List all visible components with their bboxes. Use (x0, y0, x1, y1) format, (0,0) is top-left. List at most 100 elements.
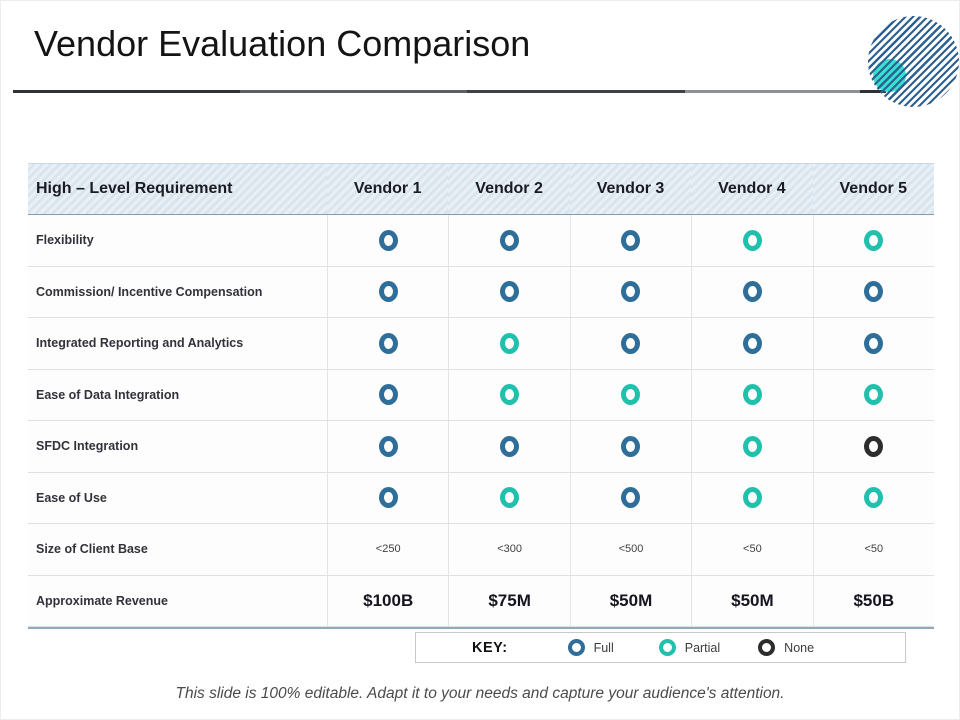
rating-full-icon (378, 281, 398, 303)
rating-cell (569, 215, 692, 267)
row-label: Commission/ Incentive Compensation (28, 266, 327, 318)
value-cell: $50M (691, 575, 813, 627)
value-cell: <50 (812, 524, 934, 576)
rating-full-icon (621, 487, 641, 509)
rating-partial-icon (742, 487, 762, 509)
rating-partial-icon (500, 487, 520, 509)
legend-item-label: None (784, 640, 815, 655)
column-header-vendor: Vendor 4 (691, 163, 813, 215)
rating-cell (812, 215, 934, 267)
cell-value: <300 (497, 543, 522, 556)
rating-full-icon (378, 384, 398, 406)
rating-full-icon (621, 332, 641, 354)
legend-item-label: Partial (684, 640, 721, 655)
row-label: SFDC Integration (28, 421, 327, 473)
value-cell: <300 (448, 524, 570, 576)
rating-partial-icon (864, 487, 884, 509)
cell-value: $50M (731, 590, 774, 610)
rating-cell (812, 421, 934, 473)
rating-cell (569, 421, 692, 473)
column-header-vendor: Vendor 1 (327, 163, 449, 215)
column-header-vendor: Vendor 5 (812, 163, 934, 215)
row-label: Size of Client Base (28, 524, 327, 576)
legend-partial-icon (658, 639, 676, 656)
rating-cell (691, 472, 813, 524)
rating-cell (448, 215, 570, 267)
rating-full-icon (864, 332, 884, 354)
row-label: Flexibility (28, 215, 327, 267)
row-label: Integrated Reporting and Analytics (28, 318, 327, 370)
rating-full-icon (500, 229, 520, 251)
rating-cell (448, 369, 570, 421)
rating-full-icon (378, 487, 398, 509)
rating-full-icon (378, 229, 398, 251)
legend-item-partial: Partial (658, 639, 721, 656)
rating-partial-icon (742, 229, 762, 251)
rating-cell (812, 318, 934, 370)
cell-value: <50 (864, 543, 884, 556)
rating-cell (327, 369, 449, 421)
striped-circle-decoration (868, 16, 959, 107)
comparison-table: High – Level Requirement Vendor 1 Vendor 2… (28, 163, 934, 629)
rating-cell (812, 369, 934, 421)
row-label: Ease of Data Integration (28, 369, 327, 421)
cell-value: $50B (853, 590, 895, 610)
rating-none-icon (864, 435, 884, 457)
value-cell: <500 (569, 524, 692, 576)
column-header-vendor: Vendor 2 (448, 163, 570, 215)
rating-partial-icon (864, 384, 884, 406)
rating-cell (448, 266, 570, 318)
column-header-vendor: Vendor 3 (569, 163, 692, 215)
rating-cell (327, 266, 449, 318)
cell-value: $100B (363, 590, 414, 610)
value-cell: $75M (448, 575, 570, 627)
rating-full-icon (621, 281, 641, 303)
legend-item-full: Full (567, 639, 614, 656)
rating-cell (569, 318, 692, 370)
rating-cell (327, 318, 449, 370)
rating-cell (569, 472, 692, 524)
rating-cell (569, 266, 692, 318)
cell-value: $50M (609, 590, 653, 610)
rating-cell (327, 421, 449, 473)
rating-cell (448, 472, 570, 524)
cell-value: $75M (488, 590, 531, 610)
legend-item-none: None (758, 639, 814, 656)
rating-partial-icon (621, 384, 641, 406)
legend-box: KEY: Full Partial None (415, 632, 906, 663)
footer-note: This slide is 100% editable. Adapt it to… (175, 685, 785, 702)
rating-partial-icon (500, 384, 520, 406)
rating-full-icon (621, 435, 641, 457)
rating-cell (448, 318, 570, 370)
rating-partial-icon (864, 229, 884, 251)
value-cell: <250 (327, 524, 449, 576)
column-header-requirement: High – Level Requirement (28, 163, 327, 215)
rating-cell (691, 215, 813, 267)
value-cell: $50M (569, 575, 692, 627)
rating-cell (448, 421, 570, 473)
value-cell: $100B (327, 575, 449, 627)
rating-cell (569, 369, 692, 421)
legend-title: KEY: (472, 639, 508, 656)
rating-cell (691, 318, 813, 370)
legend-full-icon (567, 639, 585, 656)
rating-cell (691, 266, 813, 318)
legend-none-icon (758, 639, 776, 656)
rating-cell (812, 472, 934, 524)
rating-full-icon (500, 281, 520, 303)
rating-full-icon (378, 332, 398, 354)
value-cell: <50 (691, 524, 813, 576)
title-underline (13, 90, 886, 93)
rating-partial-icon (742, 435, 762, 457)
cell-value: <50 (743, 543, 762, 556)
rating-cell (691, 421, 813, 473)
row-label: Ease of Use (28, 472, 327, 524)
legend-item-label: Full (593, 640, 614, 655)
cell-value: <500 (618, 543, 644, 556)
rating-full-icon (621, 229, 641, 251)
rating-cell (327, 215, 449, 267)
rating-full-icon (742, 281, 762, 303)
rating-full-icon (864, 281, 884, 303)
page-title: Vendor Evaluation Comparison (34, 23, 531, 64)
